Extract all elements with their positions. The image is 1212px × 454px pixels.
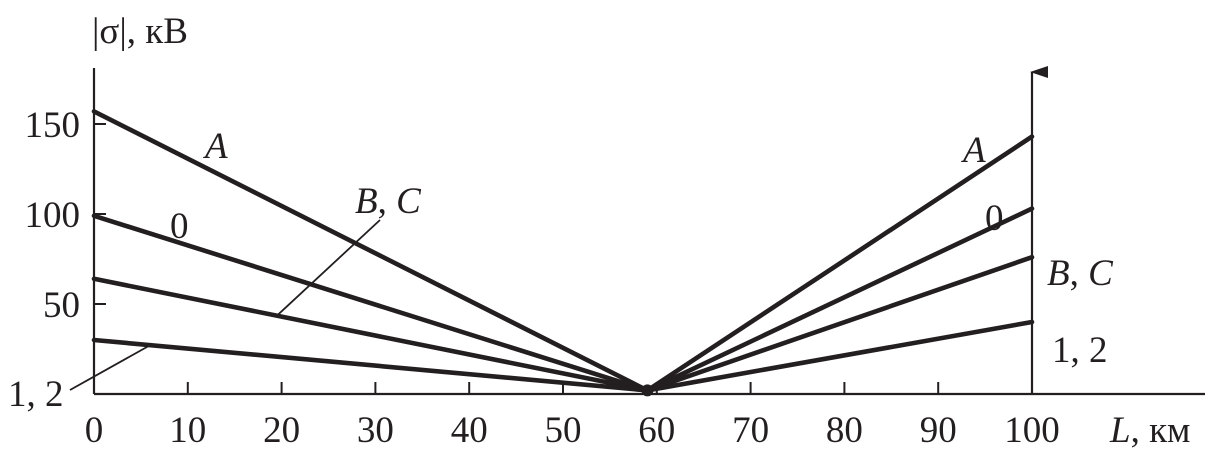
series-line-3 — [91, 319, 1035, 393]
y-axis-label: |σ|, кВ — [92, 11, 188, 52]
right-annotation-1: 0 — [985, 198, 1004, 239]
left-annotation-1: 0 — [170, 206, 189, 247]
leader-line-bc — [276, 219, 381, 317]
x-tick-label: 40 — [451, 410, 488, 451]
x-tick-label: 60 — [638, 410, 675, 451]
x-tick-label: 20 — [263, 410, 300, 451]
x-axis-label-var: L — [1109, 410, 1131, 451]
series-annotations: A A0 0B, CB, C1, 21, 2 — [8, 126, 1114, 415]
tick-marks — [93, 123, 1033, 394]
y-tick-label: 50 — [43, 285, 80, 326]
right-annotation-2: B, C — [1047, 253, 1114, 294]
x-tick-label: 10 — [169, 410, 206, 451]
leader-lines — [69, 219, 381, 391]
x-tick-label: 50 — [545, 410, 582, 451]
x-axis-label-unit: , км — [1131, 410, 1191, 451]
x-tick-label: 80 — [826, 410, 863, 451]
y-tick-label: 100 — [25, 195, 81, 236]
tick-labels: 0 10 20 30 40 50 60 70 80 90 100 50 100 150 — [25, 105, 1060, 451]
x-tick-label: 30 — [357, 410, 394, 451]
right-annotation-3: 1, 2 — [1052, 330, 1108, 371]
x-tick-label: 90 — [920, 410, 957, 451]
x-axis-label: L, км — [1109, 410, 1190, 451]
right-annotation-0: A — [960, 130, 986, 171]
series-lines — [91, 109, 1035, 397]
series-line-1 — [91, 206, 1035, 393]
left-annotation-0: A — [202, 126, 228, 167]
x-tick-label: 0 — [85, 410, 104, 451]
x-tick-label: 70 — [732, 410, 769, 451]
left-annotation-2: B, C — [355, 181, 422, 222]
minimum-point — [641, 384, 654, 397]
left-annotation-3: 1, 2 — [8, 374, 64, 415]
x-tick-label: 100 — [1004, 410, 1060, 451]
y-tick-label: 150 — [25, 105, 81, 146]
leader-line-12 — [69, 344, 151, 391]
